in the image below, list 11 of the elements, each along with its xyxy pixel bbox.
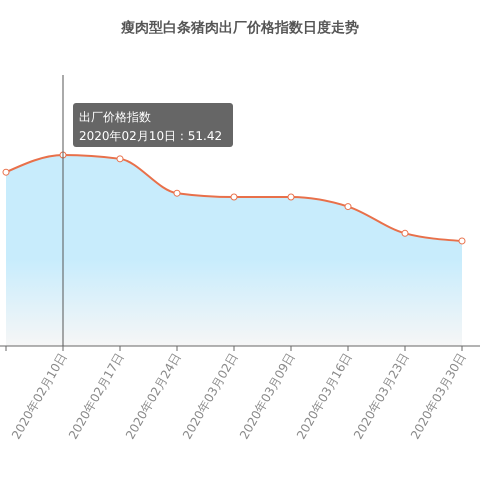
annotation: 2020年02月10日 : 51.42 (79, 129, 222, 143)
point (344, 203, 352, 210)
point (230, 194, 238, 201)
point (116, 155, 124, 162)
text: 出厂价格指数 (79, 110, 151, 124)
chart-title: 瘦肉型白条猪肉出厂价格指数日度走势 (120, 19, 359, 36)
point (288, 194, 294, 201)
point (174, 190, 180, 197)
point (2, 168, 10, 176)
point (458, 237, 466, 244)
point (402, 230, 408, 237)
